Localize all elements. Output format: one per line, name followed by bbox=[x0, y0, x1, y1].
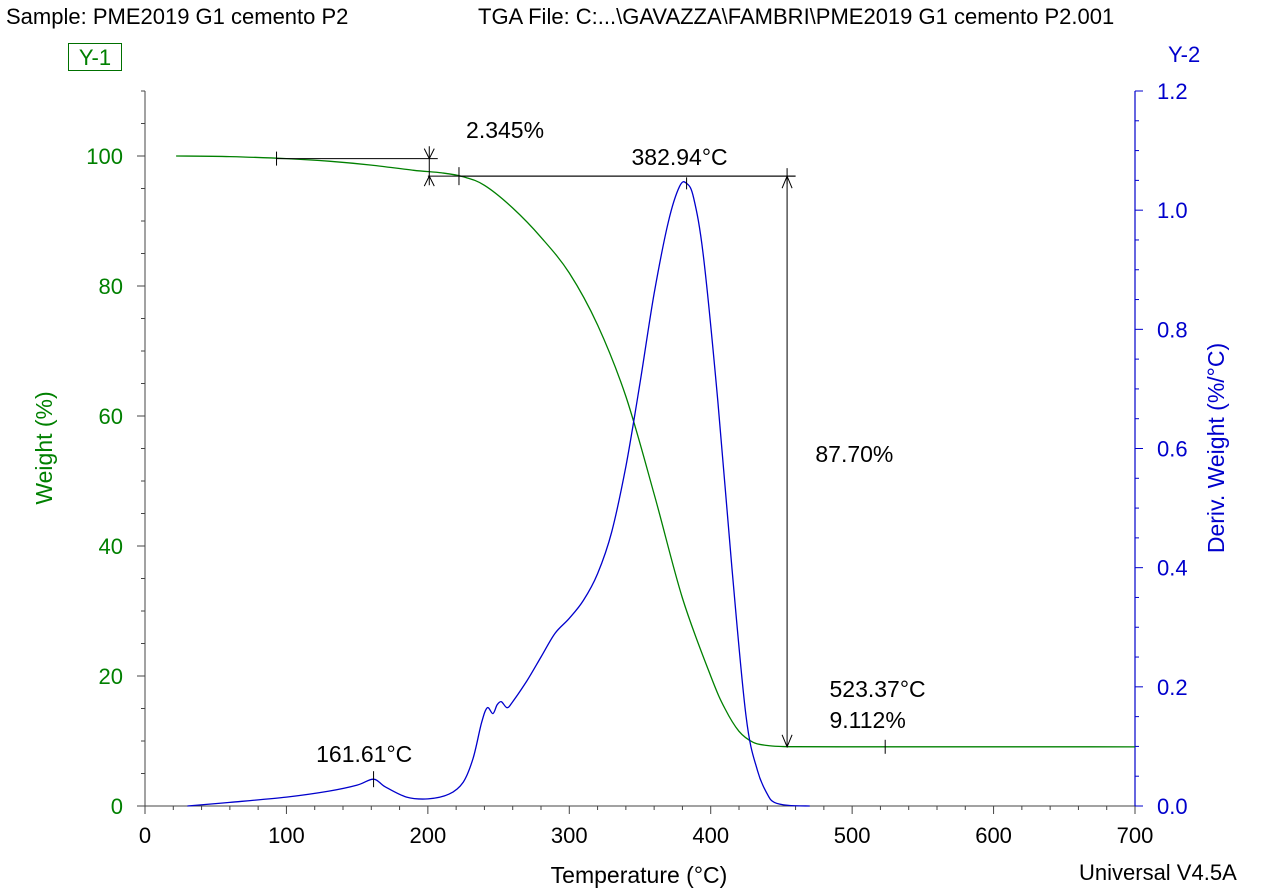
x-tick-label: 400 bbox=[692, 823, 729, 848]
x-axis-label: Temperature (°C) bbox=[551, 862, 728, 888]
x-tick-label: 300 bbox=[551, 823, 588, 848]
x-tick-label: 200 bbox=[409, 823, 446, 848]
x-tick-label: 600 bbox=[975, 823, 1012, 848]
y2-tick-label: 0.0 bbox=[1157, 794, 1188, 819]
y1-tick-label: 20 bbox=[99, 664, 123, 689]
annotation-small-peak: 161.61°C bbox=[316, 741, 412, 767]
y1-tick-label: 0 bbox=[111, 794, 123, 819]
y2-tick-label: 0.2 bbox=[1157, 675, 1188, 700]
y1-tick-label: 100 bbox=[86, 144, 123, 169]
annotation-end-temp: 523.37°C bbox=[830, 676, 926, 702]
annotation-residue: 9.112% bbox=[830, 707, 906, 733]
sample-title: Sample: PME2019 G1 cemento P2 bbox=[6, 4, 349, 29]
annotation-main-loss: 87.70% bbox=[815, 441, 893, 467]
deriv-weight-line bbox=[187, 181, 810, 807]
y-axis-label: Weight (%) bbox=[31, 391, 57, 504]
y1-tick-label: 60 bbox=[99, 404, 123, 429]
y2-axis-tag[interactable]: Y-2 bbox=[1168, 42, 1201, 67]
x-tick-label: 100 bbox=[268, 823, 305, 848]
x-tick-label: 500 bbox=[834, 823, 871, 848]
annotation-initial-loss: 2.345% bbox=[466, 117, 544, 143]
y1-tick-label: 40 bbox=[99, 534, 123, 559]
step1-arrowhead-top bbox=[423, 148, 435, 160]
step2-arrowhead-bottom bbox=[781, 734, 793, 749]
step1-arrowhead-bottom bbox=[423, 175, 435, 187]
annotation-peak-temp: 382.94°C bbox=[632, 144, 728, 170]
y2-tick-label: 0.6 bbox=[1157, 437, 1188, 462]
y2-tick-label: 1.0 bbox=[1157, 198, 1188, 223]
weight-line bbox=[176, 155, 1136, 748]
x-tick-label: 0 bbox=[139, 823, 151, 848]
y1-tick-label: 80 bbox=[99, 274, 123, 299]
software-version: Universal V4.5A bbox=[1079, 860, 1237, 885]
y2-axis-label: Deriv. Weight (%/°C) bbox=[1203, 343, 1229, 553]
step2-arrowhead-top bbox=[781, 174, 793, 189]
y2-tick-label: 0.4 bbox=[1157, 556, 1188, 581]
y2-tick-label: 1.2 bbox=[1157, 79, 1188, 104]
tga-file-path: TGA File: C:...\GAVAZZA\FAMBRI\PME2019 G… bbox=[478, 4, 1115, 29]
x-tick-label: 700 bbox=[1117, 823, 1154, 848]
y2-tick-label: 0.8 bbox=[1157, 317, 1188, 342]
y1-axis-tag[interactable]: Y-1 bbox=[68, 43, 122, 71]
